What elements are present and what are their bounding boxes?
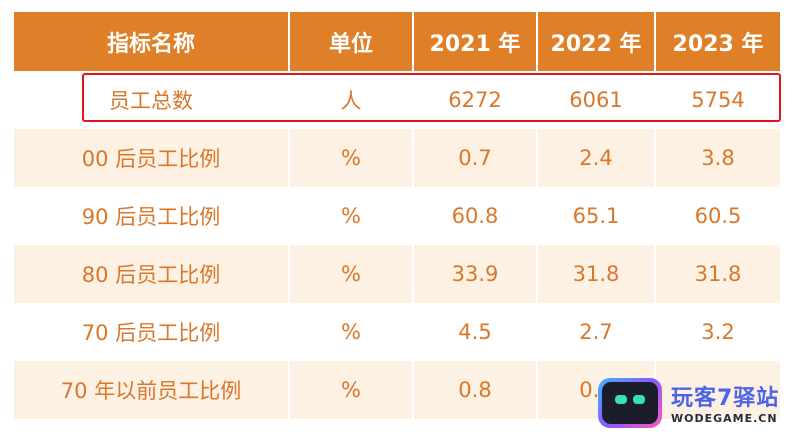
table-header-row: 指标名称 单位 2021 年 2022 年 2023 年 [14,12,780,71]
table-row: 70 后员工比例 % 4.5 2.7 3.2 [14,303,780,361]
table-cell: 31.8 [656,245,780,303]
table-cell [656,361,780,419]
table-cell: 60.8 [414,187,538,245]
watermark-subtitle: WODEGAME.CN [671,412,778,425]
table-cell: 65.1 [538,187,656,245]
header-cell: 2023 年 [656,12,780,71]
table-cell: 员工总数 [14,71,290,129]
table-row: 70 年以前员工比例 % 0.8 0.4 [14,361,780,419]
robot-logo-icon [598,378,662,428]
table-cell: 00 后员工比例 [14,129,290,187]
header-cell: 2021 年 [414,12,538,71]
table-row: 00 后员工比例 % 0.7 2.4 3.8 [14,129,780,187]
header-cell: 单位 [290,12,414,71]
table-cell: 80 后员工比例 [14,245,290,303]
table-cell: 2.4 [538,129,656,187]
table-cell: 3.8 [656,129,780,187]
table-row: 80 后员工比例 % 33.9 31.8 31.8 [14,245,780,303]
table-cell: 6061 [538,71,656,129]
table-cell: 31.8 [538,245,656,303]
table-cell: 0.7 [414,129,538,187]
header-cell: 指标名称 [14,12,290,71]
table-cell: 70 后员工比例 [14,303,290,361]
table-row: 员工总数 人 6272 6061 5754 [14,71,780,129]
watermark-title: 玩客7驿站 [671,386,780,411]
table-cell: 70 年以前员工比例 [14,361,290,419]
table-cell: % [290,303,414,361]
table-cell: % [290,245,414,303]
table-cell: 3.2 [656,303,780,361]
data-table: 指标名称 单位 2021 年 2022 年 2023 年 员工总数 人 6272… [14,12,780,419]
table-cell: 5754 [656,71,780,129]
table-cell: 6272 [414,71,538,129]
table-row: 90 后员工比例 % 60.8 65.1 60.5 [14,187,780,245]
table-cell: 0.8 [414,361,538,419]
watermark: 玩客7驿站 WODEGAME.CN [593,378,800,434]
table-cell: % [290,187,414,245]
table-cell: % [290,129,414,187]
table-cell: 33.9 [414,245,538,303]
header-cell: 2022 年 [538,12,656,71]
table-cell: 4.5 [414,303,538,361]
table-cell: % [290,361,414,419]
table-cell: 人 [290,71,414,129]
table-cell: 90 后员工比例 [14,187,290,245]
table-cell: 60.5 [656,187,780,245]
table-cell: 2.7 [538,303,656,361]
